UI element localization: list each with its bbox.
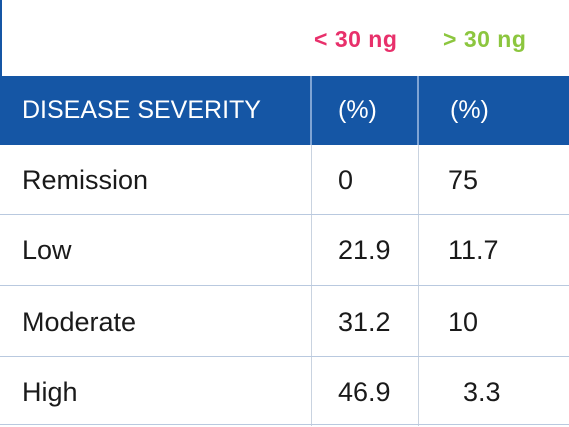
table-row: Moderate 31.2 10 — [0, 287, 569, 357]
left-border-rule — [0, 0, 2, 76]
row-severity-name: Remission — [22, 165, 149, 195]
row-value-gt: 3.3 — [463, 377, 501, 407]
header-disease-severity: DISEASE SEVERITY — [22, 96, 261, 124]
row-severity-name: Moderate — [22, 307, 137, 337]
row-severity-name: High — [22, 377, 78, 407]
header-divider — [310, 76, 312, 145]
column-group-header: < 30 ng > 30 ng — [0, 0, 569, 76]
row-divider — [0, 424, 569, 425]
row-divider — [0, 356, 569, 357]
table-header-row: DISEASE SEVERITY (%) (%) — [0, 76, 569, 145]
row-value-lt: 31.2 — [338, 307, 391, 337]
header-percent-gt: (%) — [450, 96, 489, 124]
row-divider — [0, 285, 569, 286]
table-row: High 46.9 3.3 — [0, 357, 569, 427]
row-value-lt: 46.9 — [338, 377, 391, 407]
column-label-less-than-30ng: < 30 ng — [314, 26, 398, 52]
table-row: Low 21.9 11.7 — [0, 215, 569, 285]
row-value-gt: 10 — [448, 307, 479, 337]
header-divider — [417, 76, 419, 145]
row-value-gt: 75 — [448, 165, 479, 195]
row-severity-name: Low — [22, 235, 72, 265]
table-body: Remission 0 75 Low 21.9 11.7 Moderate 31… — [0, 145, 569, 426]
row-value-lt: 0 — [338, 165, 354, 195]
header-percent-lt: (%) — [338, 96, 377, 124]
row-divider — [0, 214, 569, 215]
row-value-gt: 11.7 — [448, 235, 499, 265]
row-value-lt: 21.9 — [338, 235, 391, 265]
column-label-greater-than-30ng: > 30 ng — [443, 26, 527, 52]
table-row: Remission 0 75 — [0, 145, 569, 215]
